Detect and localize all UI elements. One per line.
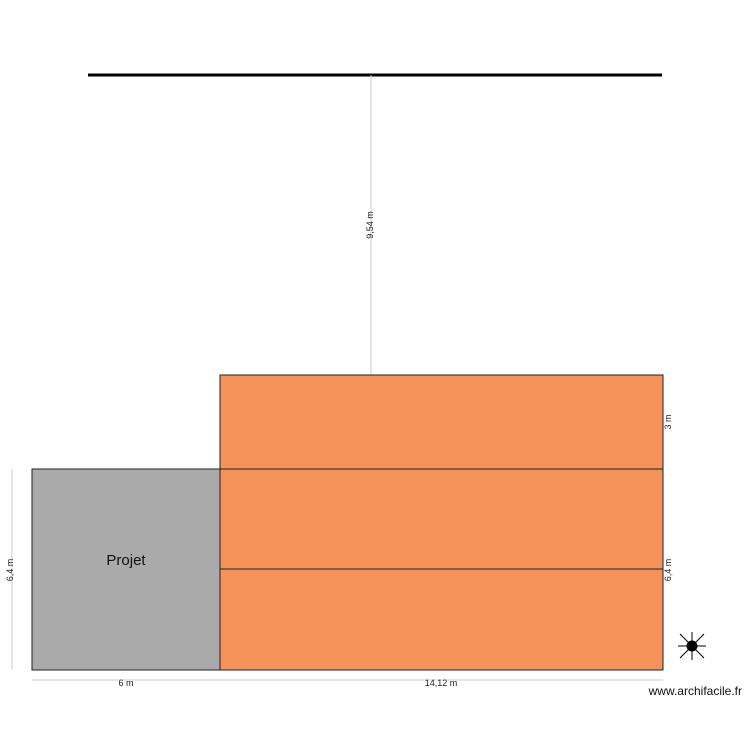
dimension-label: 3 m	[663, 414, 673, 429]
dimension-label: 14,12 m	[425, 678, 458, 688]
dimension-label: 6 m	[118, 678, 133, 688]
compass	[678, 632, 706, 660]
dimension-label: 6,4 m	[663, 559, 673, 582]
room-projet	[31, 468, 221, 671]
orange-block	[219, 374, 664, 671]
dimension-label: 9,54 m	[365, 211, 375, 239]
dimension-label: 6,4 m	[5, 559, 15, 582]
watermark: www.archifacile.fr	[648, 684, 742, 698]
room-label: Projet	[106, 552, 146, 569]
